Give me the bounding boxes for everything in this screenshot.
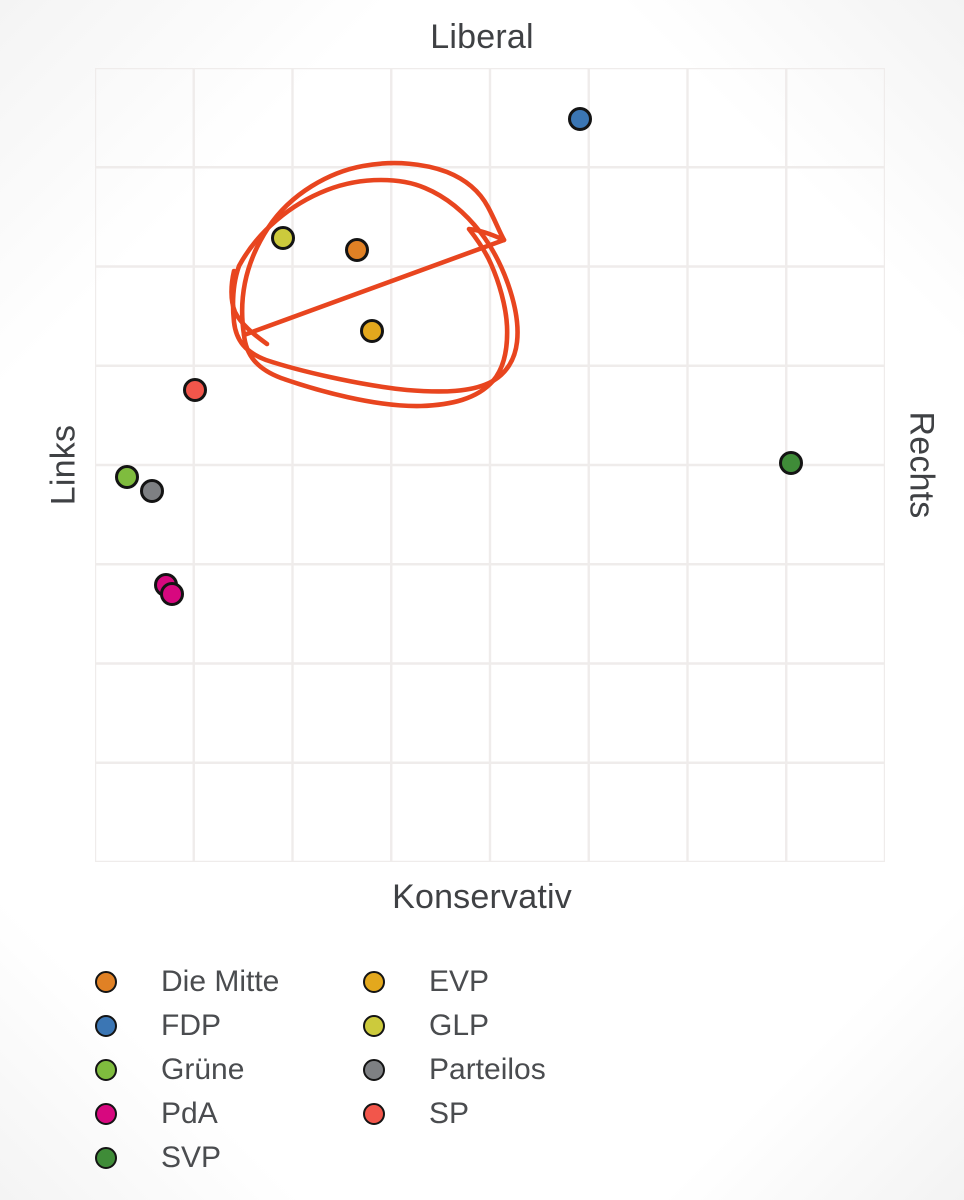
- legend-item-sp[interactable]: SP: [363, 1092, 546, 1136]
- plot-gridlines: [95, 68, 885, 862]
- legend-item-pda[interactable]: PdA: [95, 1092, 279, 1136]
- data-point-evp[interactable]: [360, 319, 385, 343]
- data-point-die-mitte[interactable]: [344, 237, 369, 262]
- legend-column-1: EVP GLP Parteilos SP: [363, 960, 546, 1136]
- legend-item-label: GLP: [429, 1009, 490, 1042]
- legend-swatch-icon: [363, 971, 385, 993]
- legend-item-label: FDP: [161, 1009, 221, 1042]
- plot-area: [95, 68, 885, 862]
- legend-item-label: SVP: [161, 1141, 222, 1174]
- legend-item-svp[interactable]: SVP: [95, 1136, 279, 1180]
- data-point-parteilos[interactable]: [140, 478, 165, 503]
- axis-title-top: Liberal: [430, 18, 534, 56]
- legend-item-die-mitte[interactable]: Die Mitte: [95, 960, 279, 1004]
- data-point-grüne[interactable]: [114, 464, 139, 489]
- data-point-svp[interactable]: [779, 451, 804, 475]
- legend-swatch-icon: [95, 1015, 117, 1037]
- legend-column-0: Die Mitte FDP Grüne PdA SVP: [95, 960, 279, 1180]
- legend-swatch-icon: [95, 1103, 117, 1125]
- legend-item-label: PdA: [161, 1097, 218, 1130]
- legend-swatch-icon: [363, 1059, 385, 1081]
- legend-item-label: Die Mitte: [161, 965, 280, 998]
- axis-title-left: Links: [44, 424, 83, 506]
- data-point-sp[interactable]: [182, 377, 207, 402]
- data-point-glp[interactable]: [270, 225, 295, 250]
- legend-item-fdp[interactable]: FDP: [95, 1004, 279, 1048]
- data-point-fdp[interactable]: [567, 106, 592, 131]
- legend-item-label: SP: [429, 1097, 470, 1130]
- axis-title-bottom: Konservativ: [392, 878, 572, 916]
- legend-swatch-icon: [363, 1015, 385, 1037]
- legend-swatch-icon: [95, 971, 117, 993]
- legend-item-label: Parteilos: [429, 1053, 546, 1086]
- legend-swatch-icon: [363, 1103, 385, 1125]
- legend-swatch-icon: [95, 1059, 117, 1081]
- legend-item-grüne[interactable]: Grüne: [95, 1048, 279, 1092]
- legend-item-evp[interactable]: EVP: [363, 960, 546, 1004]
- legend-swatch-icon: [95, 1147, 117, 1169]
- legend-item-label: Grüne: [161, 1053, 245, 1086]
- legend-item-glp[interactable]: GLP: [363, 1004, 546, 1048]
- data-point-pda[interactable]: [160, 582, 185, 607]
- axis-title-right: Rechts: [902, 411, 941, 519]
- legend-item-label: EVP: [429, 965, 490, 998]
- legend-item-parteilos[interactable]: Parteilos: [363, 1048, 546, 1092]
